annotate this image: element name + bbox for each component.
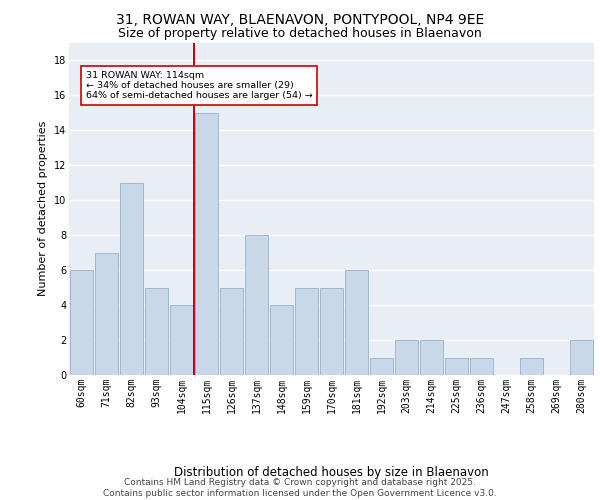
Bar [470,358,493,375]
Bar [320,288,343,375]
Bar [395,340,418,375]
Bar [195,112,218,375]
Y-axis label: Number of detached properties: Number of detached properties [38,121,48,296]
Bar [370,358,393,375]
Text: 31, ROWAN WAY, BLAENAVON, PONTYPOOL, NP4 9EE: 31, ROWAN WAY, BLAENAVON, PONTYPOOL, NP4… [116,12,484,26]
Text: Contains HM Land Registry data © Crown copyright and database right 2025.
Contai: Contains HM Land Registry data © Crown c… [103,478,497,498]
Bar [120,182,143,375]
Bar [420,340,443,375]
Bar [570,340,593,375]
Bar [220,288,243,375]
Text: 31 ROWAN WAY: 114sqm
← 34% of detached houses are smaller (29)
64% of semi-detac: 31 ROWAN WAY: 114sqm ← 34% of detached h… [86,70,313,101]
Bar [95,252,118,375]
Bar [70,270,93,375]
Bar [520,358,543,375]
Bar [445,358,468,375]
Bar [295,288,318,375]
Bar [270,305,293,375]
Bar [170,305,193,375]
X-axis label: Distribution of detached houses by size in Blaenavon: Distribution of detached houses by size … [174,466,489,479]
Bar [145,288,168,375]
Text: Size of property relative to detached houses in Blaenavon: Size of property relative to detached ho… [118,28,482,40]
Bar [245,235,268,375]
Bar [345,270,368,375]
